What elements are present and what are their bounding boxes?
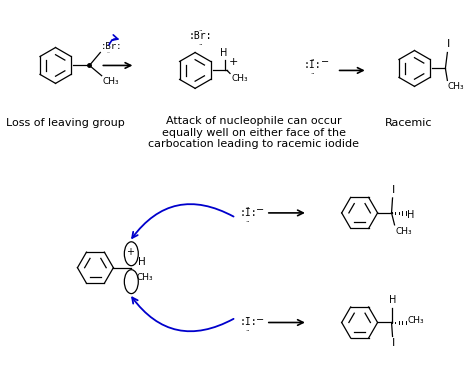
Text: −: −	[256, 205, 264, 215]
Text: +: +	[126, 247, 134, 257]
Text: CH₃: CH₃	[103, 77, 119, 86]
Text: :Br:: :Br:	[188, 31, 212, 40]
Text: +: +	[228, 57, 237, 68]
Text: −: −	[256, 315, 264, 324]
Text: Attack of nucleophile can occur
equally well on either face of the
carbocation l: Attack of nucleophile can occur equally …	[148, 116, 359, 150]
Text: ..: ..	[246, 203, 250, 209]
Text: CH₃: CH₃	[447, 82, 464, 92]
Text: ..: ..	[310, 69, 315, 75]
Text: ..: ..	[198, 39, 202, 45]
Text: H: H	[408, 210, 415, 220]
Text: :I:: :I:	[239, 208, 257, 218]
Text: Loss of leaving group: Loss of leaving group	[6, 118, 125, 128]
Text: I: I	[392, 185, 395, 195]
Text: ..: ..	[246, 217, 250, 223]
Text: H: H	[220, 48, 228, 58]
Text: ..: ..	[106, 49, 110, 54]
Text: I: I	[447, 39, 450, 48]
Text: CH₃: CH₃	[395, 227, 412, 236]
Text: ..: ..	[246, 312, 250, 318]
Text: CH₃: CH₃	[137, 273, 153, 282]
Text: H: H	[138, 257, 146, 267]
Text: ..: ..	[246, 327, 250, 333]
Text: CH₃: CH₃	[408, 316, 424, 325]
Text: Racemic: Racemic	[384, 118, 432, 128]
Text: −: −	[321, 57, 329, 68]
Text: CH₃: CH₃	[231, 74, 247, 83]
Text: H: H	[389, 295, 396, 304]
Text: ..: ..	[198, 26, 202, 32]
Text: ..: ..	[106, 41, 110, 46]
Text: ..: ..	[310, 56, 315, 62]
Text: :I:: :I:	[239, 318, 257, 327]
Text: :I:: :I:	[304, 60, 321, 70]
Text: :Br:: :Br:	[101, 42, 123, 51]
Text: I: I	[392, 339, 395, 348]
